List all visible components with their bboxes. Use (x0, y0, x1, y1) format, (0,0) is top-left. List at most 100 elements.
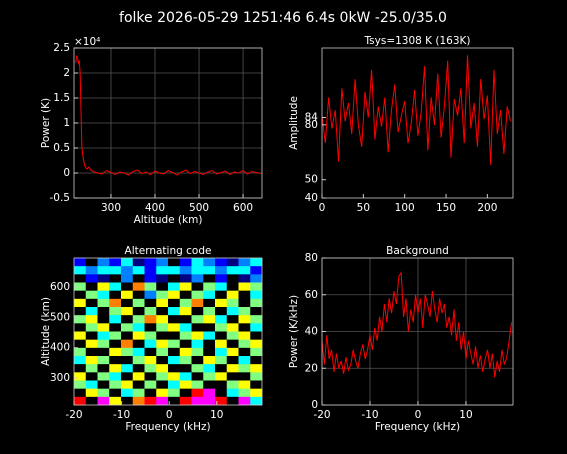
heat-cell (215, 356, 228, 365)
heat-cell (85, 258, 98, 267)
heat-cell (250, 274, 263, 283)
heat-cell (109, 380, 122, 389)
heat-cell (168, 298, 181, 308)
x-tick-label: 10 (459, 409, 472, 421)
heat-cell (226, 331, 239, 340)
heat-cell (168, 331, 181, 340)
heat-cell (168, 282, 181, 291)
heat-cell (179, 307, 192, 316)
data-line (322, 271, 513, 378)
heat-cell (203, 356, 216, 365)
heat-cell (168, 315, 181, 324)
heat-cell (179, 347, 192, 357)
heat-cell (250, 282, 263, 291)
heat-cell (156, 282, 169, 291)
heat-cell (97, 372, 110, 381)
heat-cell (226, 339, 239, 349)
y-tick-label: 0 (63, 167, 70, 179)
heat-cell (97, 356, 110, 365)
subplot: 0 20 40 60 80 -20 -10 0 10 Background Frequency (k… (288, 245, 514, 433)
heat-cell (226, 380, 239, 389)
heat-cell (179, 339, 192, 349)
heat-cell (132, 315, 145, 324)
data-line (75, 55, 261, 176)
heat-cell (191, 298, 204, 308)
heat-cell (121, 323, 134, 332)
heat-cell (203, 274, 216, 283)
heat-cell (109, 258, 122, 267)
heat-cell (250, 380, 263, 389)
heat-cell (250, 331, 263, 340)
heat-cell (97, 258, 110, 267)
heat-cell (156, 388, 169, 398)
heat-cell (74, 274, 87, 283)
heat-cell (132, 380, 145, 389)
heat-cell (109, 282, 122, 291)
heat-cell (191, 282, 204, 291)
heat-cell (132, 347, 145, 357)
y-tick-label: 50 (305, 174, 318, 186)
heat-cell (250, 396, 263, 406)
subplot: -0.5 0 0.5 1 1.5 2 2.5 300 400 500 600 ×10⁴ Altitude… (40, 36, 263, 226)
heat-cell (85, 331, 98, 340)
heat-cell (250, 388, 263, 398)
heat-cell (109, 364, 122, 373)
heat-cell (215, 331, 228, 340)
heat-cell (121, 315, 134, 324)
heat-cell (203, 290, 216, 300)
heat-cell (85, 380, 98, 389)
heat-cell (109, 323, 122, 332)
heat-cell (250, 323, 263, 332)
x-tick-label: -10 (361, 409, 378, 421)
heat-cell (156, 323, 169, 332)
heat-cell (74, 298, 87, 308)
heat-cell (179, 372, 192, 381)
heat-cell (97, 396, 110, 406)
heat-cell (191, 396, 204, 406)
heat-cell (121, 258, 134, 267)
heat-cell (121, 380, 134, 389)
heat-cell (97, 380, 110, 389)
heat-cell (203, 396, 216, 406)
y-tick-label: 0 (311, 399, 318, 411)
y-tick-label: 500 (50, 311, 70, 323)
heat-cell (156, 364, 169, 373)
y-tick-label: 300 (50, 372, 70, 384)
heat-cell (144, 380, 157, 389)
y-multiplier: ×10⁴ (74, 36, 100, 48)
heat-cell (156, 347, 169, 357)
heat-cell (168, 347, 181, 357)
heat-cell (109, 307, 122, 316)
heat-cell (144, 298, 157, 308)
heat-cell (109, 274, 122, 283)
heat-cell (85, 356, 98, 365)
heat-cell (85, 323, 98, 332)
heat-cell (238, 388, 251, 398)
x-tick-label: -20 (313, 409, 330, 421)
heat-cell (203, 347, 216, 357)
heat-cell (132, 282, 145, 291)
subplot-title: Background (386, 245, 449, 257)
heat-cell (121, 282, 134, 291)
heat-cell (144, 339, 157, 349)
heat-cell (156, 307, 169, 316)
heat-cell (144, 290, 157, 300)
heat-cell (226, 298, 239, 308)
heat-cell (226, 274, 239, 283)
y-tick-label: 0.5 (53, 142, 70, 154)
heat-cell (132, 323, 145, 332)
heat-cell (226, 356, 239, 365)
heat-cell (121, 274, 134, 283)
heat-cell (85, 307, 98, 316)
heat-cell (179, 356, 192, 365)
heat-cell (74, 347, 87, 357)
heat-cell (132, 307, 145, 316)
heat-cell (97, 388, 110, 398)
y-tick-label: 2.5 (53, 42, 70, 54)
heat-cell (132, 266, 145, 275)
x-tick-label: 300 (101, 202, 121, 214)
y-tick-label: -0.5 (50, 192, 71, 204)
heat-cell (85, 339, 98, 349)
x-axis-label: Altitude (km) (134, 214, 203, 226)
heat-cell (156, 396, 169, 406)
